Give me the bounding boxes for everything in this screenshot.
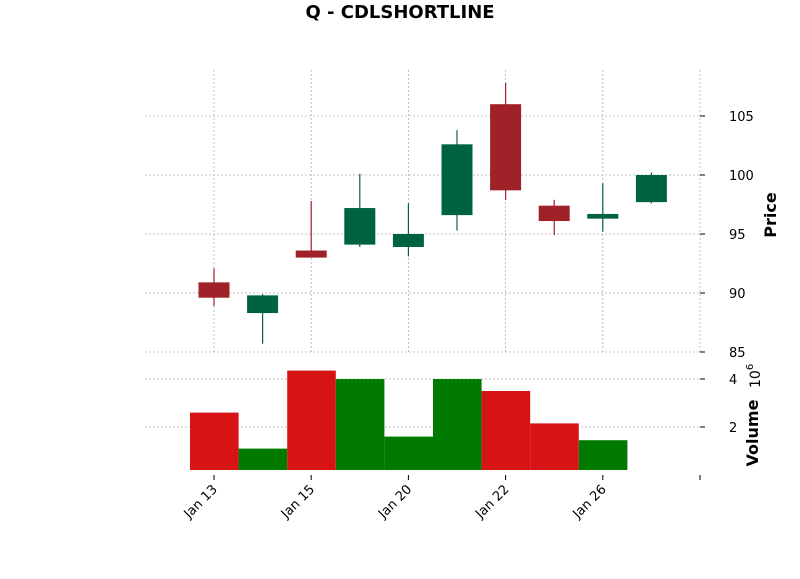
volume-axis-label: Volume (743, 399, 762, 466)
volume-bar (433, 379, 482, 470)
volume-exponent: 106 (745, 364, 764, 388)
price-tick-label: 95 (729, 228, 746, 243)
grid-layer (145, 70, 701, 428)
x-tick-label: Jan 22 (472, 482, 512, 522)
x-tick-label: Jan 15 (278, 482, 318, 522)
price-axis-label: Price (761, 192, 780, 238)
candle-layer (198, 82, 667, 344)
candle-body (635, 175, 667, 203)
x-tick-label: Jan 26 (570, 482, 610, 522)
volume-exponent-base: 10 (748, 370, 764, 388)
volume-bar (287, 370, 336, 470)
candle-body (538, 205, 570, 222)
volume-bar (384, 436, 433, 470)
candle-body (295, 250, 327, 258)
volume-bar (335, 379, 385, 470)
candle-body (441, 144, 473, 216)
price-tick-label: 90 (729, 287, 746, 302)
price-tick-label: 100 (729, 169, 754, 184)
price-tick-label: 105 (729, 110, 754, 125)
volume-layer (190, 370, 628, 470)
candle-body (490, 104, 522, 191)
svg-text:106: 106 (745, 364, 764, 388)
volume-tick-label: 4 (729, 373, 737, 388)
volume-bar (190, 412, 239, 470)
chart-title: Q - CDLSHORTLINE (305, 2, 494, 23)
candle-body (392, 234, 424, 247)
price-tick-label: 85 (729, 346, 746, 361)
volume-bar (481, 391, 531, 470)
volume-bar (238, 448, 288, 470)
volume-exponent-power: 6 (745, 364, 756, 370)
candle-body (198, 282, 230, 298)
x-tick-label: Jan 20 (375, 482, 415, 522)
candle-body (587, 213, 619, 219)
candle-body (247, 295, 279, 314)
x-tick-label: Jan 13 (181, 482, 221, 522)
volume-tick-label: 2 (729, 421, 737, 436)
volume-bar (578, 440, 628, 470)
candle-body (344, 208, 376, 245)
volume-bar (530, 423, 579, 470)
